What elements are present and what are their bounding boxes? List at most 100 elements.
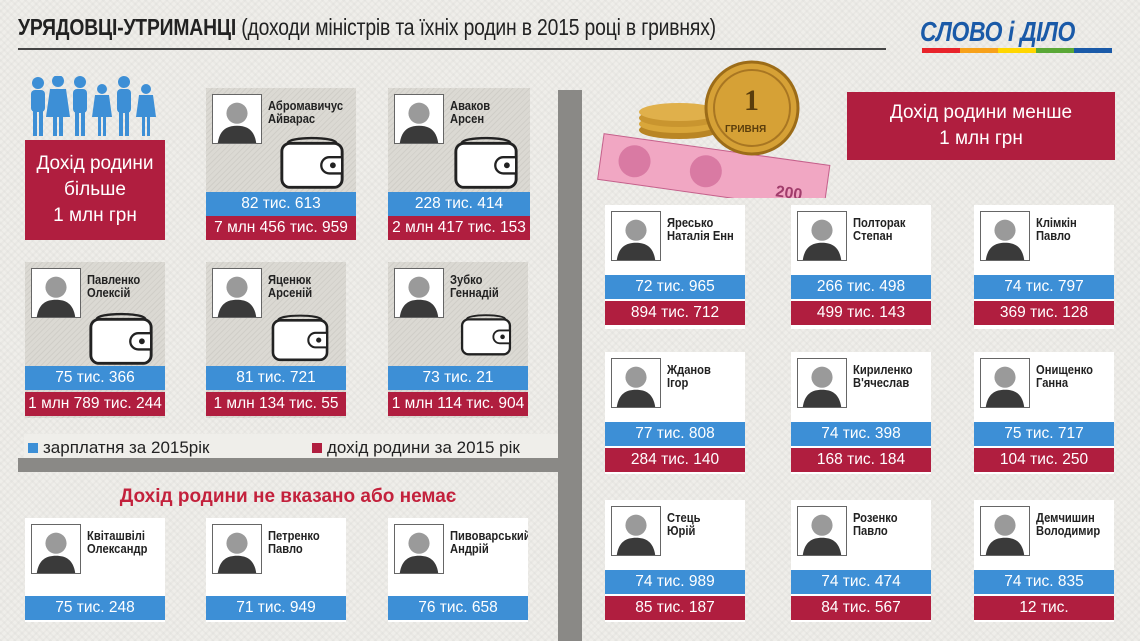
minister-surname: Павленко (87, 272, 141, 287)
portrait (611, 506, 661, 556)
minister-name: Жданов Ігор (667, 363, 711, 389)
minister-surname: Демчишин (1036, 510, 1095, 525)
family-income-value: 284 тис. 140 (605, 448, 745, 472)
minister-given-name: Арсен (450, 111, 485, 126)
legend-family: дохід родини за 2015 рік (312, 438, 520, 458)
minister-given-name: Айварас (268, 111, 316, 126)
minister-card-no-income: Пивоварський Андрій 76 тис. 658 (388, 518, 528, 622)
vertical-divider (558, 90, 582, 641)
minister-name: Павленко Олексій (87, 273, 140, 299)
minister-surname: Яценюк (268, 272, 312, 287)
minister-card-small: Жданов Ігор 77 тис. 808 284 тис. 140 (605, 352, 745, 474)
minister-surname: Квіташвілі (87, 528, 146, 543)
legend-background (24, 434, 558, 458)
minister-surname: Яресько (667, 215, 714, 230)
minister-given-name: Наталія Енн (667, 228, 734, 243)
family-income-value: 12 тис. (974, 596, 1114, 620)
minister-card-big: Зубко Геннадій 73 тис. 21 1 млн 114 тис. … (388, 262, 528, 418)
salary-value: 81 тис. 721 (206, 366, 346, 390)
minister-given-name: Олексій (87, 285, 131, 300)
minister-card-small: Клімкін Павло 74 тис. 797 369 тис. 128 (974, 205, 1114, 329)
minister-name: Полторак Степан (853, 216, 906, 242)
big-income-badge-line2: більше (64, 179, 126, 200)
minister-surname: Пивоварський (450, 528, 528, 543)
minister-card-small: Кириленко В'ячеслав 74 тис. 398 168 тис. … (791, 352, 931, 474)
portrait (212, 524, 262, 574)
salary-value: 228 тис. 414 (388, 192, 530, 216)
minister-surname: Абромавичус (268, 98, 344, 113)
minister-given-name: Степан (853, 228, 893, 243)
portrait (797, 506, 847, 556)
salary-value: 74 тис. 989 (605, 570, 745, 594)
logo: СЛОВО і ДІЛО (920, 12, 1120, 53)
minister-card-small: Розенко Павло 74 тис. 474 84 тис. 567 (791, 500, 931, 622)
minister-surname: Аваков (450, 98, 491, 113)
logo-text: СЛОВО і ДІЛО (920, 16, 1075, 47)
portrait (797, 358, 847, 408)
family-income-value: 104 тис. 250 (974, 448, 1114, 472)
minister-given-name: Олександр (87, 541, 148, 556)
minister-given-name: Ганна (1036, 375, 1069, 390)
minister-card-big: Абромавичус Айварас 82 тис. 613 7 млн 456… (206, 88, 356, 240)
banknote-value: 200 (774, 183, 803, 198)
family-income-value: 369 тис. 128 (974, 301, 1114, 325)
legend-salary-label: зарплатня за 2015рік (43, 438, 210, 457)
minister-name: Онищенко Ганна (1036, 363, 1093, 389)
salary-value: 74 тис. 835 (974, 570, 1114, 594)
minister-card-no-income: Петренко Павло 71 тис. 949 (206, 518, 346, 622)
small-income-badge-line1: Дохід родини менше (889, 102, 1073, 123)
title-underline (18, 48, 886, 50)
portrait (394, 94, 444, 144)
minister-name: Пивоварський Андрій (450, 529, 528, 555)
minister-surname: Розенко (853, 510, 898, 525)
small-income-badge: Дохід родини менше 1 млн грн (847, 92, 1115, 160)
portrait (31, 268, 81, 318)
minister-card-small: Демчишин Володимир 74 тис. 835 12 тис. (974, 500, 1114, 622)
minister-surname: Зубко (450, 272, 483, 287)
salary-value: 266 тис. 498 (791, 275, 931, 299)
portrait (31, 524, 81, 574)
family-income-value: 1 млн 789 тис. 244 (25, 392, 165, 416)
title-subtitle: (доходи міністрів та їхніх родин в 2015 … (236, 14, 716, 40)
minister-given-name: Андрій (450, 541, 489, 556)
minister-given-name: Арсеній (268, 285, 313, 300)
coin-label: ГРИВНЯ (725, 124, 766, 135)
no-income-title: Дохід родини не вказано або немає (119, 486, 457, 507)
coin-value: 1 (744, 84, 759, 117)
portrait (212, 268, 262, 318)
minister-surname: Жданов (667, 362, 711, 377)
portrait (394, 524, 444, 574)
money-illustration: 200 1 ГРИВНЯ (597, 60, 831, 198)
minister-given-name: Павло (853, 523, 888, 538)
wallet-icon (460, 314, 512, 356)
minister-card-small: Онищенко Ганна 75 тис. 717 104 тис. 250 (974, 352, 1114, 474)
salary-value: 75 тис. 717 (974, 422, 1114, 446)
family-income-value: 1 млн 134 тис. 55 (206, 392, 346, 416)
salary-value: 82 тис. 613 (206, 192, 356, 216)
minister-name: Квіташвілі Олександр (87, 529, 147, 555)
salary-value: 74 тис. 474 (791, 570, 931, 594)
minister-surname: Стець (667, 510, 701, 525)
minister-name: Аваков Арсен (450, 99, 490, 125)
minister-surname: Петренко (268, 528, 320, 543)
portrait (980, 358, 1030, 408)
family-income-value: 894 тис. 712 (605, 301, 745, 325)
salary-value: 72 тис. 965 (605, 275, 745, 299)
minister-card-no-income: Квіташвілі Олександр 75 тис. 248 (25, 518, 165, 622)
legend-family-swatch (312, 443, 322, 453)
horizontal-divider (18, 458, 576, 472)
minister-given-name: В'ячеслав (853, 375, 910, 390)
big-income-badge: Дохід родини більше 1 млн грн (25, 140, 165, 240)
salary-value: 71 тис. 949 (206, 596, 346, 620)
portrait (980, 211, 1030, 261)
minister-name: Розенко Павло (853, 511, 898, 537)
minister-name: Яценюк Арсеній (268, 273, 312, 299)
portrait (611, 211, 661, 261)
page-title: УРЯДОВЦІ-УТРИМАНЦІ (доходи міністрів та … (18, 14, 716, 41)
minister-card-small: Стець Юрій 74 тис. 989 85 тис. 187 (605, 500, 745, 622)
legend-family-label: дохід родини за 2015 рік (327, 438, 520, 457)
legend-salary-swatch (28, 443, 38, 453)
big-income-badge-line3: 1 млн грн (53, 205, 137, 226)
logo-stripe (922, 48, 1112, 53)
